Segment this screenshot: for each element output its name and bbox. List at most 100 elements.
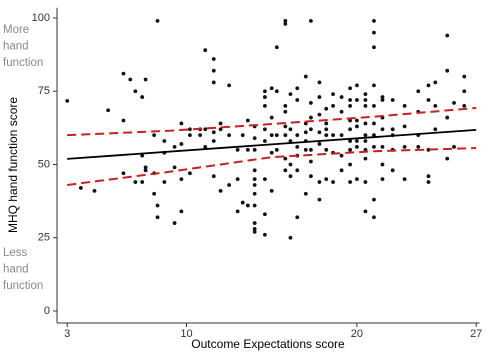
data-point: [245, 147, 250, 152]
data-point: [426, 98, 431, 102]
data-point: [133, 89, 138, 94]
data-point: [152, 133, 157, 138]
data-point: [269, 188, 274, 193]
data-point: [172, 144, 177, 149]
confidence-band-line: [67, 147, 477, 186]
data-point: [303, 191, 308, 196]
data-point: [402, 177, 407, 182]
data-point: [133, 180, 138, 184]
data-point: [380, 177, 385, 182]
data-point: [363, 133, 368, 138]
annotation: function: [3, 280, 43, 292]
data-point: [390, 98, 395, 102]
data-point: [218, 127, 223, 132]
data-point: [155, 18, 160, 23]
data-point: [295, 168, 300, 173]
data-point: [245, 203, 250, 208]
data-point: [227, 183, 232, 187]
data-point: [355, 98, 359, 102]
x-tick-label: 27: [470, 328, 482, 340]
data-point: [283, 21, 288, 26]
data-point: [452, 101, 456, 105]
data-point: [372, 30, 376, 35]
data-point: [317, 180, 322, 184]
data-point: [372, 215, 376, 220]
data-point: [203, 48, 208, 53]
data-point: [372, 103, 376, 108]
data-point: [143, 77, 148, 82]
data-point: [295, 98, 300, 102]
data-point: [348, 139, 352, 143]
data-point: [317, 95, 322, 99]
y-tick-label: 50: [38, 158, 50, 170]
data-point: [324, 133, 329, 138]
data-point: [317, 80, 322, 85]
data-point: [252, 168, 257, 173]
data-point: [235, 209, 240, 214]
data-point: [252, 147, 257, 152]
data-point: [218, 121, 223, 126]
data-point: [128, 77, 133, 82]
data-point: [274, 89, 279, 94]
data-point: [283, 103, 288, 108]
data-point: [140, 153, 145, 158]
data-point: [288, 174, 293, 179]
data-point: [203, 127, 208, 132]
y-tick-label: 0: [44, 305, 50, 317]
data-point: [331, 103, 335, 108]
data-point: [106, 108, 111, 113]
data-point: [288, 162, 293, 167]
data-point: [303, 147, 308, 152]
data-point: [355, 144, 359, 149]
data-point: [452, 144, 456, 149]
data-point: [433, 103, 438, 108]
y-tick-label: 25: [38, 232, 50, 244]
data-point: [355, 139, 359, 143]
data-point: [426, 180, 431, 184]
data-point: [445, 68, 450, 73]
data-point: [348, 118, 352, 123]
data-point: [416, 144, 421, 149]
data-point: [283, 124, 288, 129]
data-point: [402, 144, 407, 149]
data-point: [262, 95, 267, 99]
data-point: [121, 171, 126, 176]
data-point: [262, 177, 267, 182]
data-point: [355, 83, 359, 88]
data-point: [348, 180, 352, 184]
data-point: [416, 89, 421, 94]
data-point: [372, 144, 376, 149]
data-point: [363, 139, 368, 143]
data-point: [309, 101, 313, 105]
data-point: [380, 162, 385, 167]
data-point: [390, 168, 395, 173]
data-point: [245, 118, 250, 123]
data-point: [324, 106, 329, 111]
data-point: [355, 124, 359, 129]
data-point: [252, 203, 257, 208]
annotation: Less: [3, 247, 28, 259]
data-point: [331, 180, 335, 184]
data-point: [211, 139, 216, 143]
data-point: [309, 159, 313, 164]
data-point: [269, 115, 274, 120]
data-point: [179, 209, 184, 214]
data-point: [78, 186, 83, 190]
data-point: [211, 130, 216, 135]
data-point: [179, 121, 184, 126]
data-point: [348, 147, 352, 152]
data-point: [65, 98, 70, 103]
data-point: [92, 188, 97, 193]
data-point: [143, 168, 148, 173]
data-point: [380, 127, 385, 132]
confidence-band-line: [67, 106, 477, 137]
data-point: [274, 147, 279, 152]
data-point: [390, 127, 395, 132]
data-point: [380, 98, 385, 102]
data-point: [363, 121, 368, 126]
data-point: [121, 118, 126, 123]
data-point: [152, 191, 157, 196]
data-point: [445, 156, 450, 161]
